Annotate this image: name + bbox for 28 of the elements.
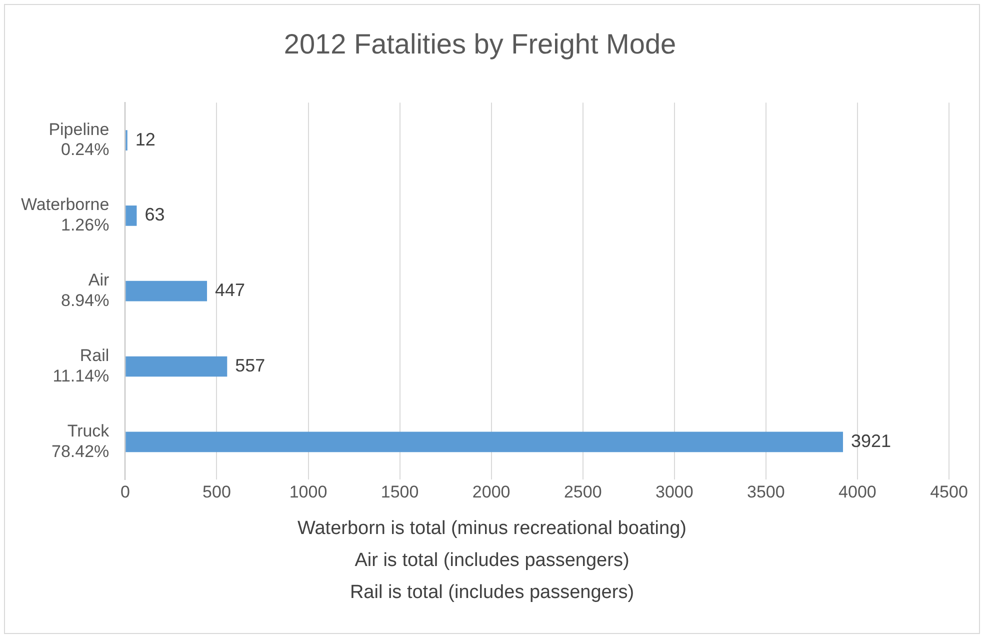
x-tick-label: 3500 (747, 482, 785, 502)
y-tick-label: Air 8.94% (60, 270, 110, 310)
x-tick-label: 2000 (472, 482, 510, 502)
y-tick-label: Truck 78.42% (52, 421, 110, 461)
data-label: 447 (215, 280, 246, 300)
x-tick-label: 2500 (564, 482, 602, 502)
x-tick-label: 1500 (380, 482, 419, 502)
y-tick-label: Rail 11.14% (52, 346, 110, 386)
x-tick-label: 500 (202, 482, 231, 502)
bar (126, 432, 844, 452)
y-tick-label: Waterborne 1.26% (21, 195, 110, 235)
x-tick-label: 1000 (289, 482, 328, 502)
text: Waterborn is total (minus recreational boating) (296, 517, 688, 541)
x-tick-label: 3000 (655, 482, 694, 502)
x-tick-label: 0 (120, 482, 130, 502)
x-tick-label: 4000 (838, 482, 876, 502)
data-label: 557 (235, 355, 266, 376)
data-label: 3921 (851, 430, 892, 451)
y-tick-label: Pipeline 0.24% (48, 120, 110, 160)
bar (126, 206, 137, 226)
chart-title: 2012 Fatalities by Freight Mode (284, 28, 676, 60)
data-label: 12 (135, 129, 156, 150)
text: Air is total (includes passengers) (354, 549, 630, 573)
text: Rail is total (includes passengers) (348, 581, 636, 605)
bar (126, 356, 228, 377)
data-label: 63 (144, 204, 165, 225)
x-tick-label: 4500 (930, 482, 968, 502)
bar (126, 280, 208, 302)
